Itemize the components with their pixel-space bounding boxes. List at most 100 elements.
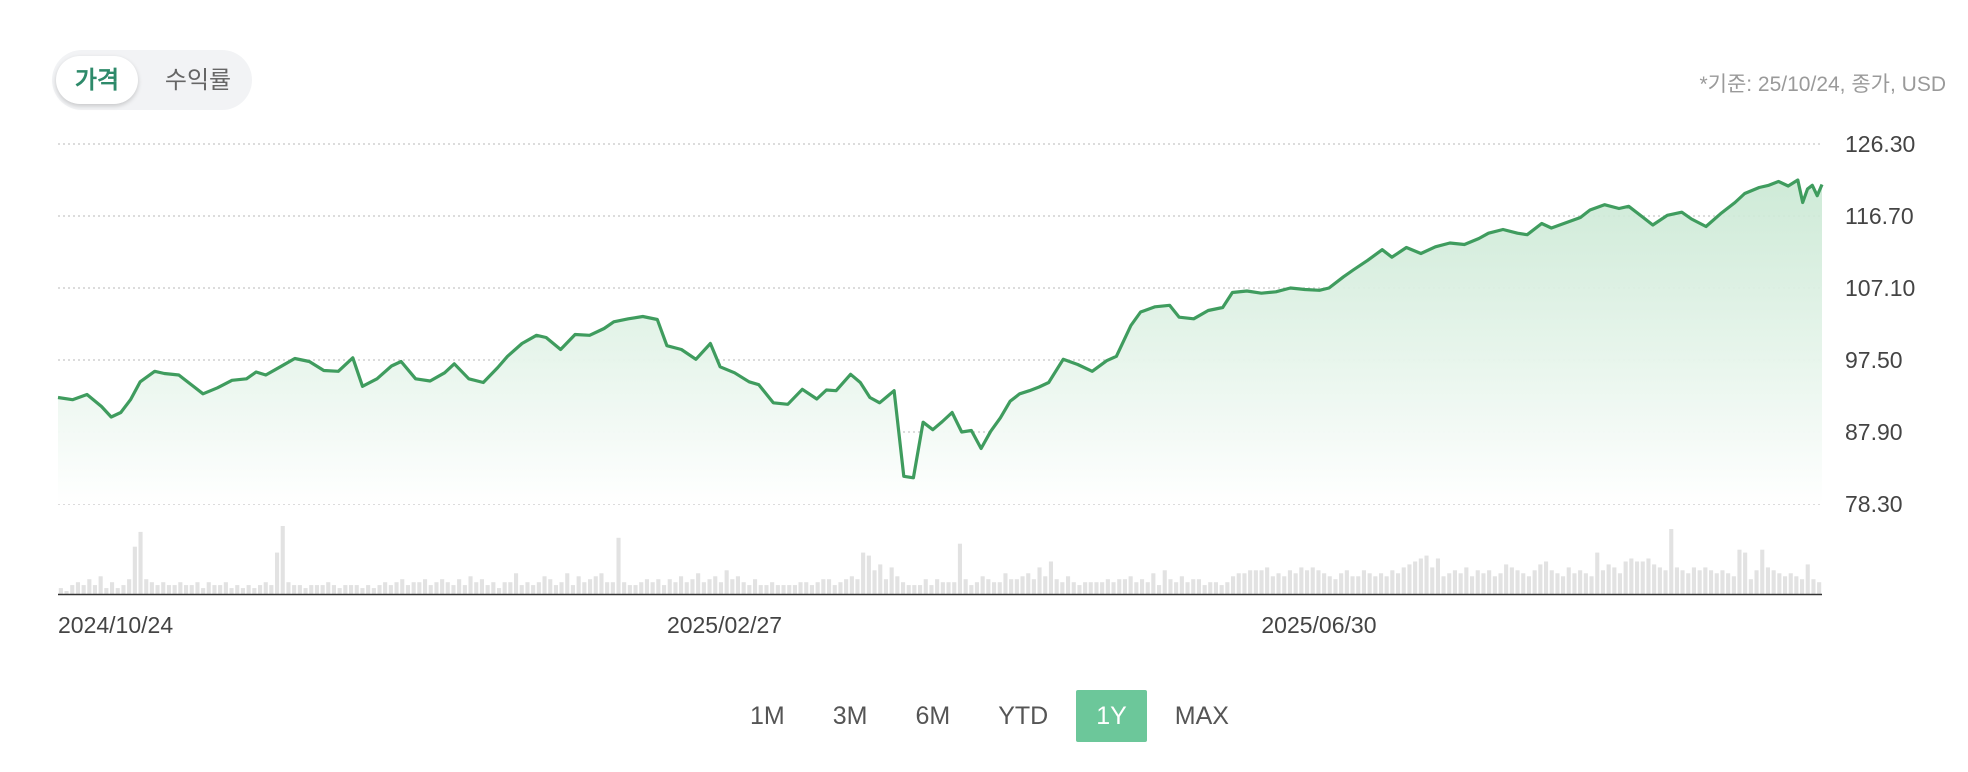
tab-return[interactable]: 수익률 bbox=[164, 66, 232, 94]
volume-bar bbox=[1777, 573, 1782, 594]
volume-bar bbox=[1174, 582, 1179, 594]
range-1m-button[interactable]: 1M bbox=[750, 702, 785, 730]
volume-bar bbox=[1208, 582, 1213, 594]
volume-bar bbox=[1418, 558, 1423, 594]
volume-bar bbox=[1305, 570, 1310, 594]
price-area bbox=[58, 180, 1822, 504]
volume-bar bbox=[747, 585, 752, 594]
range-ytd-button[interactable]: YTD bbox=[998, 702, 1049, 730]
volume-bar bbox=[1515, 570, 1520, 594]
volume-bar bbox=[201, 588, 206, 594]
volume-bar bbox=[491, 582, 496, 594]
range-1y-button[interactable]: 1Y bbox=[1076, 690, 1147, 742]
view-toggle: 가격 수익률 bbox=[52, 50, 252, 110]
volume-bar bbox=[1043, 576, 1048, 594]
volume-bar bbox=[798, 582, 803, 594]
volume-bar bbox=[98, 576, 103, 594]
volume-bar bbox=[1447, 573, 1452, 594]
volume-bar bbox=[1077, 585, 1082, 594]
x-tick-label: 2024/10/24 bbox=[58, 612, 173, 638]
volume-bar bbox=[844, 579, 849, 594]
range-3m-button[interactable]: 3M bbox=[832, 702, 868, 730]
volume-bar bbox=[144, 579, 149, 594]
volume-bar bbox=[1709, 570, 1714, 594]
volume-bar bbox=[1612, 567, 1617, 594]
volume-bar bbox=[1367, 573, 1372, 594]
volume-bar bbox=[252, 588, 257, 594]
volume-bar bbox=[1669, 529, 1674, 594]
volume-bar bbox=[75, 582, 80, 594]
volume-bar bbox=[1356, 576, 1361, 594]
volume-bar bbox=[730, 579, 735, 594]
volume-bar bbox=[1384, 576, 1389, 594]
volume-bar bbox=[1731, 576, 1736, 594]
volume-bar bbox=[229, 588, 234, 594]
volume-bar bbox=[166, 585, 171, 594]
volume-bar bbox=[1754, 570, 1759, 594]
volume-bar bbox=[872, 570, 877, 594]
basis-note: *기준: 25/10/24, 종가, USD bbox=[1699, 73, 1946, 96]
volume-bar bbox=[1157, 585, 1162, 594]
range-selector: 1M 3M 6M YTD 1Y MAX bbox=[730, 690, 1249, 742]
volume-bar bbox=[1652, 564, 1657, 594]
volume-bar bbox=[440, 579, 445, 594]
volume-bar bbox=[1026, 573, 1031, 594]
volume-bar bbox=[514, 573, 519, 594]
volume-bar bbox=[582, 582, 587, 594]
volume-bar bbox=[1686, 573, 1691, 594]
volume-bar bbox=[1020, 576, 1025, 594]
volume-bar bbox=[1373, 576, 1378, 594]
range-max-button[interactable]: MAX bbox=[1174, 702, 1229, 730]
volume-bar bbox=[1054, 579, 1059, 594]
volume-bar bbox=[929, 585, 934, 594]
volume-bar bbox=[1248, 570, 1253, 594]
volume-bar bbox=[895, 576, 900, 594]
volume-bar bbox=[1583, 573, 1588, 594]
volume-bar bbox=[468, 576, 473, 594]
volume-bar bbox=[690, 579, 695, 594]
volume-bar bbox=[1470, 576, 1475, 594]
volume-bar bbox=[1202, 585, 1207, 594]
volume-bar bbox=[815, 582, 820, 594]
volume-bar bbox=[121, 585, 126, 594]
volume-bar bbox=[724, 570, 729, 594]
volume-bar bbox=[548, 579, 553, 594]
volume-bar bbox=[1703, 567, 1708, 594]
volume-bar bbox=[1083, 582, 1088, 594]
volume-bar bbox=[1094, 582, 1099, 594]
y-axis: 126.30 116.70 107.10 97.50 87.90 78.30 bbox=[1845, 131, 1915, 517]
volume-bar bbox=[741, 582, 746, 594]
volume-bar bbox=[1333, 579, 1338, 594]
volume-bar bbox=[354, 585, 359, 594]
volume-bar bbox=[986, 579, 991, 594]
volume-bar bbox=[1595, 552, 1600, 594]
volume-bar bbox=[1117, 579, 1122, 594]
price-line bbox=[57, 178, 1824, 480]
volume-bar bbox=[161, 582, 166, 594]
volume-bar bbox=[536, 582, 541, 594]
volume-bar bbox=[1737, 549, 1742, 594]
volume-bar bbox=[1122, 579, 1127, 594]
volume-bar bbox=[1168, 579, 1173, 594]
volume-bar bbox=[525, 582, 530, 594]
volume-bar bbox=[1060, 582, 1065, 594]
y-tick-label: 116.70 bbox=[1845, 203, 1914, 229]
volume-bar bbox=[1401, 567, 1406, 594]
volume-bar bbox=[1726, 573, 1731, 594]
volume-bar bbox=[303, 588, 308, 594]
volume-bar bbox=[633, 585, 638, 594]
volume-bar bbox=[405, 585, 410, 594]
volume-bar bbox=[1800, 579, 1805, 594]
volume-bar bbox=[519, 585, 524, 594]
volume-bar bbox=[508, 582, 513, 594]
volume-bar bbox=[366, 585, 371, 594]
volume-bar bbox=[110, 582, 115, 594]
range-6m-button[interactable]: 6M bbox=[915, 702, 951, 730]
tab-price[interactable]: 가격 bbox=[56, 56, 138, 104]
volume-bar bbox=[309, 585, 314, 594]
volume-bar bbox=[1037, 567, 1042, 594]
volume-bar bbox=[1140, 579, 1145, 594]
volume-bar bbox=[1521, 573, 1526, 594]
volume-bar bbox=[331, 585, 336, 594]
volume-bar bbox=[1452, 570, 1457, 594]
